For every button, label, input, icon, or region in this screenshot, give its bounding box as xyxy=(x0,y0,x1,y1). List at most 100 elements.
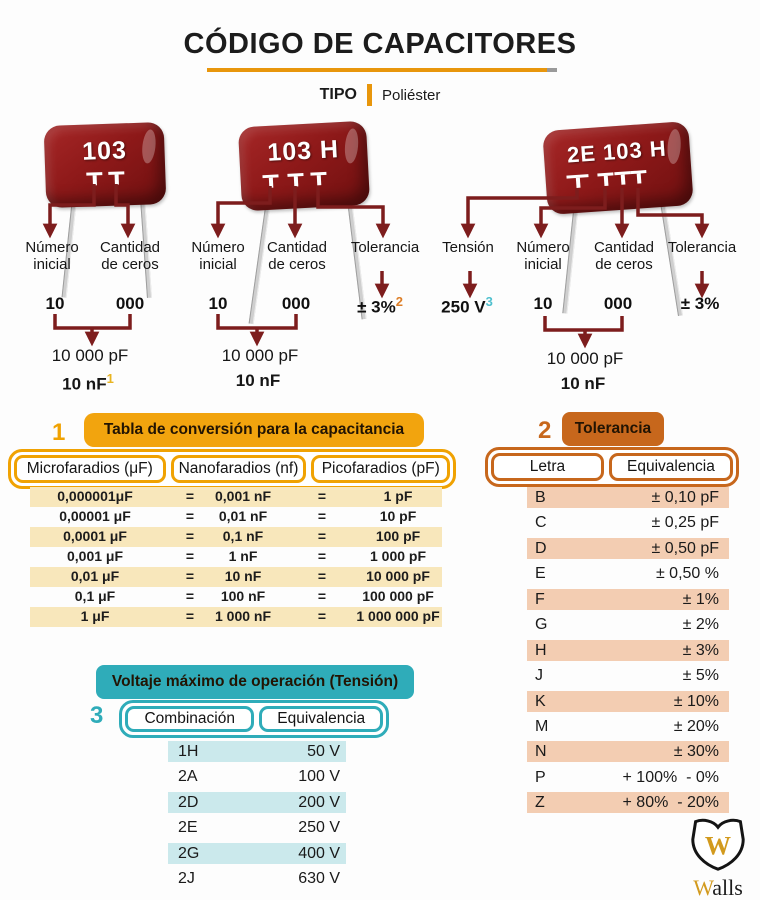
conversion-table-title: Tabla de conversión para la capacitancia xyxy=(84,413,424,447)
tolerance-letter: F xyxy=(535,591,545,608)
conversion-row: 1 μF = 1 000 nF = 1 000 000 pF xyxy=(30,607,442,627)
pf-value: 100 000 pF xyxy=(362,588,434,604)
capacitor2-code: 103 H xyxy=(266,135,340,167)
capacitor1-code: 103 xyxy=(81,136,128,166)
cap3-result-pf: 10 000 pF xyxy=(546,349,624,368)
cap1-label-zeros: Cantidad de ceros xyxy=(99,239,161,273)
tolerance-row: N ± 30% xyxy=(527,741,729,762)
voltage-combination: 2J xyxy=(178,870,195,887)
voltage-equivalence: 200 V xyxy=(298,794,340,811)
note-ref-3: 3 xyxy=(485,294,493,309)
conversion-row: 0,001 μF = 1 nF = 1 000 pF xyxy=(30,547,442,567)
equals-sign: = xyxy=(185,528,195,544)
voltage-col-equivalence: Equivalencia xyxy=(259,706,383,732)
pf-value: 10 pF xyxy=(379,508,417,524)
bracket-cap1 xyxy=(53,314,132,330)
tolerance-letter: H xyxy=(535,642,547,659)
cap1-value-digits: 10 xyxy=(45,294,65,313)
nf-value: 0,01 nF xyxy=(218,508,268,524)
tolerance-letter: P xyxy=(535,769,546,786)
tolerance-row: B ± 0,10 pF xyxy=(527,487,729,508)
capacitor3-tick-voltage xyxy=(566,174,590,192)
capacitor2-body: 103 H xyxy=(237,120,371,212)
cap3-value-zeros: 000 xyxy=(603,294,633,313)
type-label: TIPO xyxy=(319,86,357,103)
shield-monogram: W xyxy=(705,831,731,860)
cap3-label-zeros: Cantidad de ceros xyxy=(593,239,655,273)
voltage-equivalence: 50 V xyxy=(307,743,340,760)
bracket-cap3 xyxy=(543,316,624,332)
equals-sign: = xyxy=(317,528,327,544)
equals-sign: = xyxy=(317,588,327,604)
conversion-col-microfarads: Microfaradios (μF) xyxy=(14,455,166,483)
voltage-equivalence: 400 V xyxy=(298,845,340,862)
equals-sign: = xyxy=(317,488,327,504)
walls-shield-icon: W xyxy=(691,818,745,871)
capacitor3-body: 2E 103 H xyxy=(542,121,694,215)
cap3-label-voltage: Tensión xyxy=(442,239,494,256)
tolerance-equivalence: + 80% - 20% xyxy=(622,794,720,811)
title-underline xyxy=(207,68,547,72)
voltage-table-header-row: Combinación Equivalencia xyxy=(119,700,389,738)
voltage-equivalence: 630 V xyxy=(298,870,340,887)
conversion-col-picofarads: Picofaradios (pF) xyxy=(311,455,450,483)
conversion-row: 0,00001 μF = 0,01 nF = 10 pF xyxy=(30,507,442,527)
logo-text-lead: W xyxy=(693,875,713,900)
equals-sign: = xyxy=(185,568,195,584)
tolerance-col-letter: Letra xyxy=(491,453,604,481)
tolerance-col-equivalence: Equivalencia xyxy=(608,453,733,481)
nf-value: 1 000 nF xyxy=(214,608,272,624)
cap2-result-pf: 10 000 pF xyxy=(221,346,299,365)
voltage-table-title: Voltaje máximo de operación (Tensión) xyxy=(96,665,414,699)
capacitor2-tick-tolerance xyxy=(310,171,328,189)
cap3-label-digits: Número inicial xyxy=(516,239,570,273)
cap2-value-digits: 10 xyxy=(208,294,228,313)
voltage-combination: 2G xyxy=(178,845,200,862)
conversion-row: 0,0001 μF = 0,1 nF = 100 pF xyxy=(30,527,442,547)
voltage-equivalence: 100 V xyxy=(298,768,340,785)
capacitor2-tick-zeros xyxy=(287,173,305,190)
uf-value: 0,000001μF xyxy=(57,488,133,504)
type-divider-bar xyxy=(366,84,372,106)
bracket-cap2 xyxy=(216,314,298,330)
tolerance-letter: D xyxy=(535,540,547,557)
capacitor3-tick-digits xyxy=(597,172,615,190)
tolerance-row: M ± 20% xyxy=(527,716,729,737)
tolerance-letter: C xyxy=(535,514,547,531)
conversion-table-number: 1 xyxy=(52,419,66,446)
cap3-value-voltage: 250 V3 xyxy=(441,294,493,318)
voltage-combination: 2E xyxy=(178,819,198,836)
pf-value: 100 pF xyxy=(375,528,421,544)
cap3-voltage-text: 250 V xyxy=(441,297,486,317)
cap3-result-nf: 10 nF xyxy=(560,374,606,393)
voltage-col-combination: Combinación xyxy=(125,706,255,732)
cap3-value-digits: 10 xyxy=(533,294,553,313)
tolerance-row: H ± 3% xyxy=(527,640,729,661)
pf-value: 1 000 000 pF xyxy=(356,608,440,624)
tolerance-row: F ± 1% xyxy=(527,589,729,610)
nf-value: 1 nF xyxy=(228,548,258,564)
tolerance-letter: M xyxy=(535,718,549,735)
type-value: Poliéster xyxy=(381,86,441,104)
capacitor2-tick-digits xyxy=(262,174,280,192)
logo-text: Walls xyxy=(678,875,758,900)
conversion-table-header-row: Microfaradios (μF) Nanofaradios (nf) Pic… xyxy=(8,449,456,489)
cap2-result-nf: 10 nF xyxy=(235,371,281,390)
uf-value: 0,001 μF xyxy=(66,548,124,564)
pf-value: 1 pF xyxy=(383,488,413,504)
capacitor1-tick-zeros xyxy=(108,171,125,188)
tolerance-equivalence: ± 0,10 pF xyxy=(651,489,719,506)
conversion-row: 0,01 μF = 10 nF = 10 000 pF xyxy=(30,567,442,587)
tolerance-equivalence: ± 2% xyxy=(682,616,719,633)
voltage-combination: 1H xyxy=(178,743,199,760)
conversion-row: 0,1 μF = 100 nF = 100 000 pF xyxy=(30,587,442,607)
cap2-label-digits: Número inicial xyxy=(191,239,245,273)
tolerance-equivalence: + 100% - 0% xyxy=(622,769,720,786)
note-ref-1: 1 xyxy=(106,371,114,386)
cap1-result-pf: 10 000 pF xyxy=(51,346,129,365)
type-row: TIPO Poliéster xyxy=(0,84,760,106)
tolerance-equivalence: ± 0,25 pF xyxy=(651,514,719,531)
equals-sign: = xyxy=(317,608,327,624)
voltage-row: 2D 200 V xyxy=(168,792,346,813)
equals-sign: = xyxy=(317,508,327,524)
